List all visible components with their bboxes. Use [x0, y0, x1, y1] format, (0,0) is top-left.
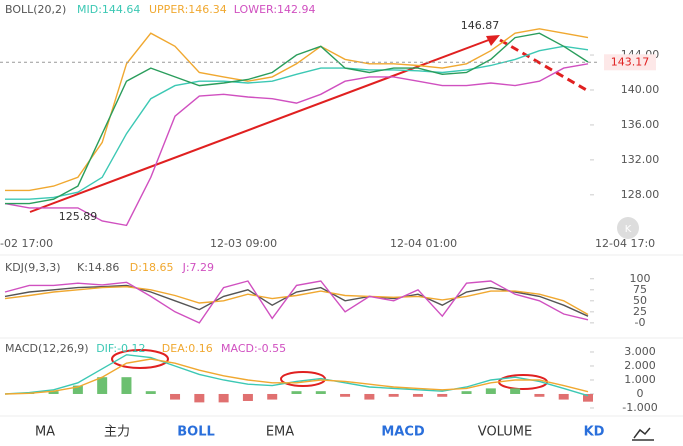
histogram-bar — [194, 393, 205, 403]
y-tick-label: 2.000 — [624, 359, 656, 372]
k-icon: K — [625, 224, 632, 235]
price-tag: 143.17 — [611, 55, 650, 68]
y-tick-label: -1.000 — [622, 401, 657, 414]
histogram-bar — [461, 391, 472, 394]
histogram-bar — [437, 393, 448, 397]
legend-item: J:7.29 — [182, 261, 214, 274]
histogram-bar — [315, 391, 326, 394]
tab[interactable]: MACD — [381, 425, 425, 440]
legend-item: BOLL(20,2) — [5, 3, 66, 16]
tab[interactable]: BOLL — [177, 425, 215, 440]
histogram-bar — [364, 393, 375, 400]
y-tick-label: 128.00 — [621, 188, 660, 201]
histogram-bar — [121, 377, 132, 394]
histogram-bar — [558, 393, 569, 400]
y-tick-label: 0 — [637, 387, 644, 400]
y-tick-label: 3.000 — [624, 345, 656, 358]
chart-icon[interactable] — [632, 427, 654, 441]
k-button[interactable] — [617, 217, 639, 239]
tab[interactable]: MA — [35, 425, 55, 440]
y-tick-label: 25 — [633, 305, 647, 318]
series-line — [5, 32, 589, 205]
legend-item: MID:144.64 — [77, 3, 140, 16]
series-line — [4, 280, 589, 324]
histogram-bar — [72, 385, 83, 394]
y-tick-label: 50 — [633, 294, 647, 307]
y-tick-label: 132.00 — [621, 153, 660, 166]
tab[interactable]: 主力 — [104, 425, 130, 440]
histogram-bar — [97, 377, 108, 394]
histogram-bar — [388, 393, 399, 397]
series-line — [4, 284, 589, 317]
arrow-head — [486, 35, 500, 46]
x-label: 12-04 17:0 — [595, 237, 655, 250]
histogram-bar — [510, 388, 521, 394]
x-label: 12-03 09:00 — [210, 237, 277, 250]
histogram-bar — [48, 391, 59, 394]
histogram-bar — [267, 393, 278, 400]
highlight — [111, 349, 169, 369]
histogram-bar — [534, 393, 545, 397]
low-label: 125.89 — [59, 210, 98, 223]
histogram-bar — [412, 393, 423, 397]
y-tick-label: 100 — [630, 272, 651, 285]
y-tick-label: 75 — [633, 283, 647, 296]
tab[interactable]: VOLUME — [478, 425, 532, 440]
histogram-bar — [170, 393, 181, 400]
legend-item: LOWER:142.94 — [234, 3, 316, 16]
y-tick-label: -0 — [635, 316, 646, 329]
high-label: 146.87 — [461, 19, 500, 32]
series-line — [4, 358, 589, 395]
x-label: -02 17:00 — [0, 237, 53, 250]
histogram-bar — [485, 388, 496, 394]
legend-item: K:14.86 — [77, 261, 119, 274]
histogram-bar — [145, 391, 156, 394]
histogram-bar — [242, 393, 253, 401]
histogram-bar — [583, 393, 593, 402]
series-line — [4, 354, 589, 397]
legend-item: KDJ(9,3,3) — [5, 261, 61, 274]
y-tick-label: 1.000 — [624, 373, 656, 386]
series-line — [5, 45, 589, 200]
series-line — [4, 63, 589, 227]
legend-item: DEA:0.16 — [162, 342, 213, 355]
tab[interactable]: KD — [584, 425, 605, 440]
histogram-bar — [340, 393, 351, 397]
histogram-bar — [218, 393, 229, 403]
legend-item: MACD(12,26,9) — [5, 342, 89, 355]
y-tick-label: 140.00 — [621, 83, 660, 96]
histogram-bar — [291, 391, 302, 394]
legend-item: DIF:-0.12 — [96, 342, 145, 355]
dashed-trend — [499, 38, 591, 94]
y-tick-label: 136.00 — [621, 118, 660, 131]
legend-item: MACD:-0.55 — [221, 342, 286, 355]
legend-item: D:18.65 — [130, 261, 174, 274]
x-label: 12-04 01:00 — [390, 237, 457, 250]
price-tag-bg — [604, 54, 656, 71]
series-line — [5, 28, 589, 192]
trend-arrow — [29, 37, 495, 213]
legend-item: UPPER:146.34 — [149, 3, 227, 16]
tab[interactable]: EMA — [266, 425, 294, 440]
series-line — [4, 285, 589, 316]
